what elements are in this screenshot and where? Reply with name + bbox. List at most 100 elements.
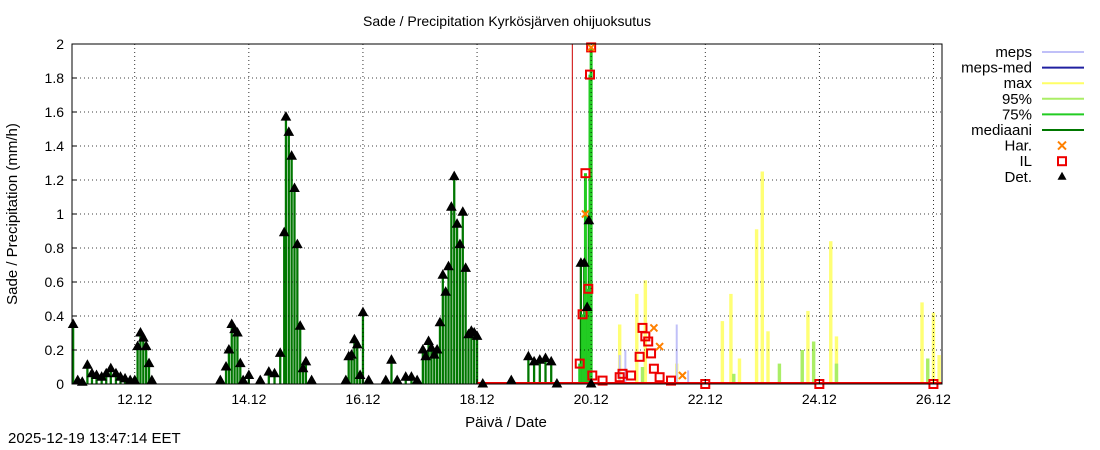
det-marker [346,349,357,359]
legend-swatch [1057,171,1067,180]
observed-bar [136,346,139,384]
observed-bar [458,244,462,384]
det-marker [446,201,457,211]
x-tick-label: 18.12 [460,391,495,407]
det-marker [583,214,595,225]
il-marker [666,375,677,386]
observed-bar [236,333,239,384]
legend-label: IL [1019,153,1032,170]
observed-bar [72,324,75,384]
observed-bar [283,232,286,384]
det-marker [551,377,563,388]
legend-label: 95% [1002,91,1032,108]
det-marker [143,357,155,368]
p95-bar [640,367,645,384]
observed-bar [424,356,427,384]
det-marker [380,374,392,385]
det-marker [578,257,590,267]
det-marker [505,374,517,385]
har-marker [649,323,659,333]
observed-bar [114,373,118,384]
max-bar [754,229,759,384]
legend-label: Har. [1004,138,1032,155]
max-bar [760,171,765,384]
il-marker [574,358,585,369]
det-marker [280,111,292,121]
det-marker [274,347,286,357]
det-marker [300,355,312,366]
det-marker [223,343,235,354]
max-bar [617,324,622,384]
det-marker [291,238,303,249]
det-marker [363,374,375,385]
y-tick-label: 1.6 [45,104,65,120]
max-bar [720,321,725,384]
plot-frame [71,43,943,385]
legend-label: 75% [1002,106,1032,123]
det-marker [289,182,300,192]
det-marker [105,362,117,373]
observed-bar [455,224,459,384]
det-marker [431,343,443,354]
det-marker [540,352,551,362]
det-marker [351,338,363,349]
legend-label: max [1004,75,1033,92]
observed-bar [435,350,439,384]
il-marker [586,42,597,53]
observed-bar [233,329,236,384]
x-tick-label: 20.12 [574,391,609,407]
y-axis-label: Sade / Precipitation (mm/h) [4,123,21,305]
il-marker [580,168,591,179]
det-marker [76,376,88,386]
x-tick-label: 12.12 [117,391,152,407]
det-marker [426,342,437,352]
il-marker [640,331,651,342]
det-marker [523,350,534,361]
legend-label: meps [995,44,1032,61]
observed-bar [532,361,536,384]
har-marker [678,371,687,380]
det-marker [283,126,295,136]
observed-bar [287,132,290,384]
det-marker [545,355,557,366]
det-marker [306,374,317,385]
observed-bar [347,356,350,384]
det-marker [278,226,290,237]
observed-bar [239,363,242,384]
il-marker [583,283,594,294]
legend-swatch [1057,140,1067,151]
observed-bar [444,292,447,384]
max-bar [729,293,733,384]
det-marker [428,349,440,359]
observed-bar [441,275,444,384]
det-marker [460,262,471,272]
x-tick-label: 16.12 [345,391,380,407]
p95-bar [800,350,804,384]
det-marker [286,150,297,160]
observed-bar [550,361,553,384]
det-marker [386,354,397,364]
chart-title: Sade / Precipitation Kyrkösjärven ohijuo… [363,13,651,29]
det-marker [420,350,432,361]
observed-bar [538,360,541,384]
har-marker [581,209,590,219]
legend-label: Det. [1004,169,1032,186]
observed-bar [290,156,293,384]
forecast-bar [581,314,585,384]
det-marker [451,218,463,228]
il-marker [597,375,608,386]
observed-bar [447,266,450,384]
observed-bar [430,348,433,384]
observed-bar [390,360,393,384]
grid-layer [72,44,942,384]
observed-bar [461,212,464,384]
legend-swatch [1057,156,1067,167]
observed-bar [147,363,151,384]
observed-bar [142,338,145,384]
il-marker [648,363,659,374]
y-tick-label: 1.8 [45,70,65,86]
det-marker [454,238,466,249]
y-tick-label: 1 [56,206,64,222]
